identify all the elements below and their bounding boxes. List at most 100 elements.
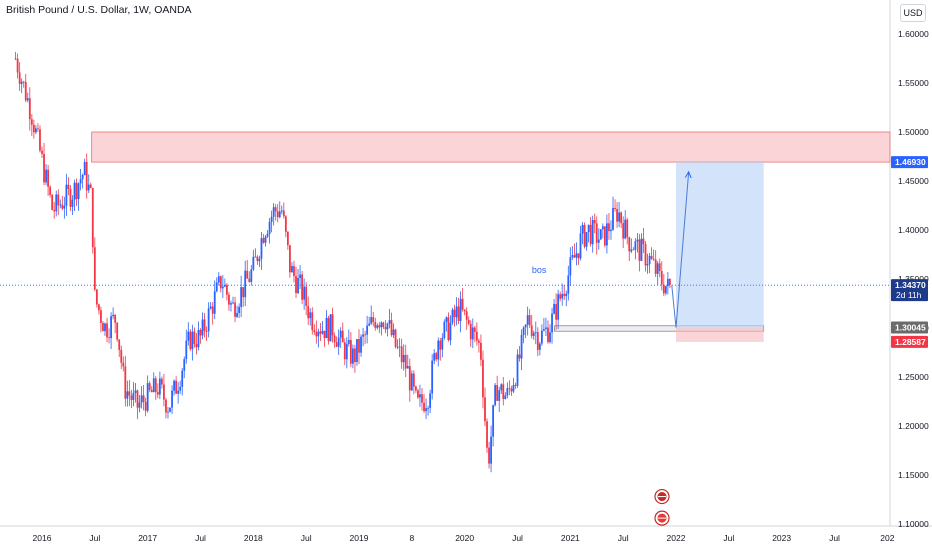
candle-body xyxy=(53,209,56,212)
candle-body xyxy=(73,182,76,200)
y-tick-label: 1.55000 xyxy=(898,78,929,88)
candle-body xyxy=(61,204,64,209)
candle-body xyxy=(585,231,588,247)
candle-body xyxy=(648,255,651,265)
candle-body xyxy=(402,355,405,363)
x-tick-label: Jul xyxy=(89,533,100,543)
candle-body xyxy=(482,359,484,398)
x-tick-label: 2020 xyxy=(455,533,474,543)
y-tick-label: 1.40000 xyxy=(898,225,929,235)
candle-body xyxy=(512,385,515,392)
candle-body xyxy=(431,360,434,394)
candle-body xyxy=(144,401,147,411)
candle-body xyxy=(524,324,527,328)
x-tick-label: 2017 xyxy=(138,533,157,543)
candle-body xyxy=(610,229,612,232)
candle-body xyxy=(636,239,639,242)
candle-body xyxy=(380,322,383,328)
candle-body xyxy=(171,390,173,408)
candle-body xyxy=(282,210,285,217)
candle-body xyxy=(612,207,614,230)
candle-body xyxy=(591,219,594,245)
candle-body xyxy=(32,124,35,133)
candle-body xyxy=(124,366,127,399)
y-tick-label: 1.60000 xyxy=(898,29,929,39)
candle-body xyxy=(461,298,464,310)
candle-body xyxy=(378,325,381,328)
candle-body xyxy=(28,98,31,120)
candle-body xyxy=(183,359,186,371)
candle-body xyxy=(126,391,129,399)
candle-body xyxy=(404,355,407,369)
candle-body xyxy=(189,331,192,350)
candle-body xyxy=(110,316,112,339)
candle-body xyxy=(116,322,119,340)
candle-body xyxy=(274,207,277,212)
candle-body xyxy=(536,332,539,350)
candle-body xyxy=(530,325,533,336)
candle-body xyxy=(620,212,623,224)
candle-body xyxy=(83,161,86,176)
candle-body xyxy=(226,284,228,295)
candle-body xyxy=(354,348,356,363)
candles xyxy=(14,51,671,473)
currency-button[interactable]: USD xyxy=(900,4,926,22)
candle-body xyxy=(429,393,432,408)
x-tick-label: 202 xyxy=(880,533,894,543)
candle-body xyxy=(490,436,492,464)
candle-body xyxy=(500,384,503,391)
candle-body xyxy=(230,303,232,305)
candle-body xyxy=(315,332,318,337)
bos-annotation: bos xyxy=(532,265,547,275)
candle-body xyxy=(209,306,212,309)
candle-body xyxy=(640,238,643,261)
candle-body xyxy=(284,216,287,232)
candle-body xyxy=(217,276,220,283)
candle-body xyxy=(447,317,450,341)
candle-body xyxy=(100,310,102,323)
candle-body xyxy=(595,223,598,243)
candle-body xyxy=(589,224,592,245)
candle-body xyxy=(55,194,58,212)
candle-body xyxy=(652,258,655,260)
candle-body xyxy=(201,319,204,336)
candle-body xyxy=(486,421,488,448)
candle-body xyxy=(221,286,224,289)
candle-body xyxy=(185,340,188,360)
candle-body xyxy=(45,169,47,183)
candle-body xyxy=(93,247,96,290)
candle-body xyxy=(421,394,423,403)
candle-body xyxy=(506,388,509,396)
candle-body xyxy=(669,278,671,285)
candle-body xyxy=(565,293,568,297)
candle-body xyxy=(666,278,669,287)
candle-body xyxy=(207,308,210,332)
candle-body xyxy=(337,337,340,347)
candle-body xyxy=(412,373,415,387)
candle-body xyxy=(455,306,458,318)
candle-body xyxy=(504,395,507,399)
candle-body xyxy=(587,224,590,232)
candle-body xyxy=(368,323,371,326)
x-tick-label: Jul xyxy=(195,533,206,543)
candle-body xyxy=(264,236,267,243)
candle-body xyxy=(630,249,633,252)
candle-body xyxy=(567,275,570,294)
candle-body xyxy=(543,328,545,331)
candle-body xyxy=(321,330,324,334)
candle-body xyxy=(248,278,251,282)
candle-body xyxy=(603,226,606,246)
demand-zone xyxy=(554,325,765,332)
candle-body xyxy=(223,284,226,287)
candle-body xyxy=(142,395,145,402)
candle-body xyxy=(463,309,466,312)
candle-body xyxy=(579,233,582,259)
candle-body xyxy=(215,282,218,292)
candle-body xyxy=(449,322,452,341)
candle-body xyxy=(435,353,438,360)
candle-body xyxy=(244,270,247,298)
candle-body xyxy=(642,238,645,245)
candle-body xyxy=(358,339,360,353)
candle-body xyxy=(522,327,525,335)
